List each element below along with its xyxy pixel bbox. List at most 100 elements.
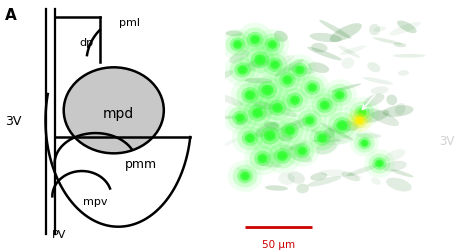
Ellipse shape — [264, 131, 276, 142]
Ellipse shape — [354, 106, 370, 121]
Ellipse shape — [268, 41, 277, 50]
Ellipse shape — [350, 102, 374, 125]
Ellipse shape — [298, 110, 322, 132]
Ellipse shape — [330, 24, 362, 43]
Ellipse shape — [269, 144, 296, 169]
Ellipse shape — [256, 105, 267, 112]
Ellipse shape — [309, 127, 335, 151]
Ellipse shape — [274, 105, 281, 112]
Ellipse shape — [286, 93, 303, 108]
Ellipse shape — [245, 134, 255, 143]
Ellipse shape — [245, 79, 273, 84]
Ellipse shape — [258, 82, 277, 100]
Ellipse shape — [288, 142, 306, 151]
Ellipse shape — [254, 102, 273, 110]
Ellipse shape — [256, 57, 264, 64]
Ellipse shape — [281, 123, 299, 139]
Ellipse shape — [244, 142, 281, 175]
Ellipse shape — [265, 185, 288, 191]
Ellipse shape — [263, 139, 301, 174]
Ellipse shape — [311, 44, 328, 53]
Ellipse shape — [305, 116, 315, 125]
Ellipse shape — [337, 93, 343, 99]
Ellipse shape — [250, 36, 260, 45]
Ellipse shape — [242, 131, 258, 146]
Ellipse shape — [246, 33, 264, 48]
Text: mpv: mpv — [83, 197, 108, 207]
Ellipse shape — [307, 84, 317, 93]
Ellipse shape — [300, 77, 325, 100]
Ellipse shape — [295, 66, 305, 75]
Ellipse shape — [310, 173, 327, 181]
Ellipse shape — [328, 113, 356, 139]
Ellipse shape — [265, 38, 280, 52]
Ellipse shape — [304, 81, 320, 96]
Ellipse shape — [230, 38, 245, 52]
Ellipse shape — [277, 151, 288, 161]
Ellipse shape — [245, 91, 255, 101]
Text: B: B — [230, 8, 242, 22]
Text: mpd: mpd — [103, 106, 134, 120]
Ellipse shape — [280, 145, 312, 163]
Ellipse shape — [314, 131, 330, 146]
Ellipse shape — [397, 21, 417, 34]
Ellipse shape — [234, 63, 251, 78]
Ellipse shape — [269, 104, 297, 117]
Ellipse shape — [246, 136, 254, 142]
Ellipse shape — [242, 173, 248, 179]
Ellipse shape — [278, 173, 295, 185]
Ellipse shape — [369, 25, 380, 36]
Ellipse shape — [292, 98, 298, 104]
Ellipse shape — [269, 100, 286, 116]
Ellipse shape — [269, 64, 306, 97]
Ellipse shape — [307, 118, 313, 124]
Ellipse shape — [272, 103, 283, 113]
Ellipse shape — [266, 133, 274, 140]
Ellipse shape — [266, 152, 289, 161]
Ellipse shape — [282, 76, 292, 85]
Text: 50 μm: 50 μm — [262, 239, 295, 249]
Ellipse shape — [362, 141, 367, 146]
Ellipse shape — [307, 48, 342, 61]
Ellipse shape — [321, 103, 328, 109]
Ellipse shape — [278, 135, 293, 142]
Ellipse shape — [340, 46, 366, 56]
Ellipse shape — [252, 108, 263, 119]
Ellipse shape — [299, 148, 306, 154]
Ellipse shape — [248, 105, 267, 122]
Ellipse shape — [277, 84, 313, 117]
Ellipse shape — [294, 144, 310, 159]
Ellipse shape — [319, 136, 326, 142]
Ellipse shape — [383, 161, 407, 172]
Ellipse shape — [249, 117, 291, 155]
Ellipse shape — [297, 147, 307, 156]
Ellipse shape — [297, 68, 303, 73]
Ellipse shape — [282, 89, 308, 113]
Ellipse shape — [319, 21, 352, 40]
Ellipse shape — [347, 110, 372, 132]
Ellipse shape — [358, 138, 371, 150]
Ellipse shape — [239, 68, 246, 74]
Ellipse shape — [233, 41, 242, 50]
Ellipse shape — [309, 85, 316, 91]
Ellipse shape — [237, 127, 263, 151]
Ellipse shape — [367, 63, 381, 73]
Ellipse shape — [371, 87, 388, 95]
Ellipse shape — [260, 34, 284, 56]
Ellipse shape — [279, 73, 296, 88]
Ellipse shape — [386, 178, 412, 192]
Ellipse shape — [235, 114, 245, 123]
Ellipse shape — [228, 107, 252, 130]
Ellipse shape — [246, 47, 274, 74]
Ellipse shape — [279, 153, 286, 160]
Ellipse shape — [393, 43, 406, 48]
Ellipse shape — [322, 107, 362, 145]
Ellipse shape — [341, 172, 360, 181]
Ellipse shape — [338, 46, 360, 59]
Ellipse shape — [254, 110, 261, 117]
Ellipse shape — [363, 94, 384, 107]
Ellipse shape — [290, 96, 300, 106]
Ellipse shape — [384, 150, 405, 162]
Ellipse shape — [229, 50, 249, 64]
Text: PV: PV — [52, 229, 66, 239]
